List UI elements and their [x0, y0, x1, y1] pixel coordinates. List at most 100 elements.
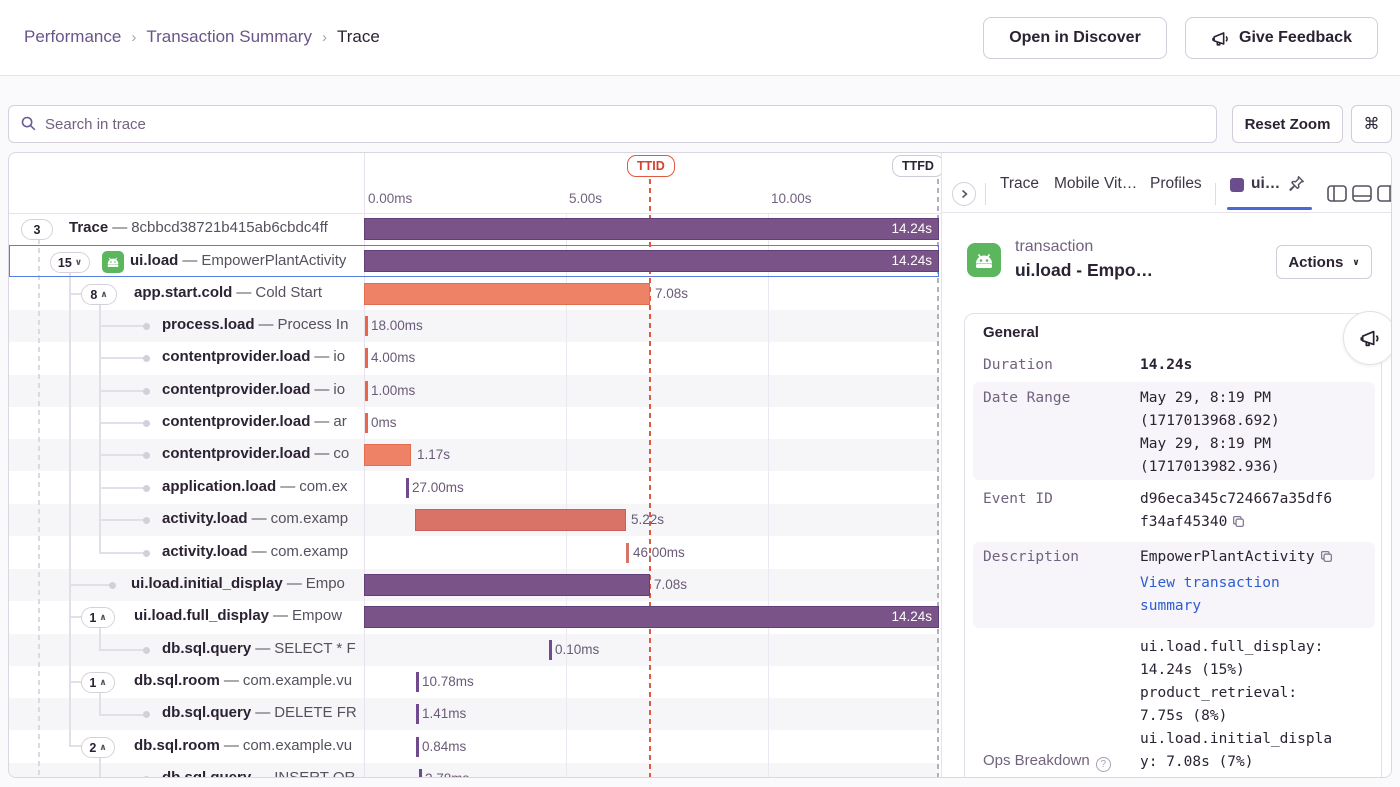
- trace-row[interactable]: contentprovider.load — ar 0ms: [9, 407, 939, 439]
- leaf-bullet: [143, 452, 150, 459]
- trace-row[interactable]: 3 Trace —8cbbcd38721b415ab6cbdc4ff 14.24s: [9, 213, 939, 245]
- trace-row[interactable]: 1 ∧ db.sql.room — com.example.vu 10.78ms: [9, 666, 939, 698]
- span-desc: ar: [333, 413, 347, 430]
- trace-row[interactable]: contentprovider.load — co 1.17s: [9, 439, 939, 471]
- actions-button[interactable]: Actions ∨: [1276, 245, 1372, 279]
- trace-row[interactable]: process.load — Process In 18.00ms: [9, 310, 939, 342]
- expand-pill[interactable]: 1 ∧: [81, 672, 115, 693]
- span-tick[interactable]: [549, 640, 552, 660]
- span-duration: 14.24s: [891, 221, 932, 236]
- search-icon: [20, 115, 37, 137]
- reset-zoom-button[interactable]: Reset Zoom: [1232, 105, 1343, 143]
- copy-icon[interactable]: [1232, 515, 1245, 532]
- trace-row[interactable]: db.sql.query—INSERT OR 2.78ms: [9, 763, 939, 778]
- chevron-up-icon: ∧: [100, 289, 108, 299]
- row-stripe: [9, 310, 939, 342]
- span-bar[interactable]: [364, 574, 650, 596]
- chevron-up-icon: ∧: [99, 612, 107, 622]
- layout-right-panel-icon[interactable]: [1377, 185, 1391, 207]
- expand-pill[interactable]: 8 ∧: [81, 284, 117, 305]
- tab-profiles[interactable]: Profiles: [1150, 175, 1202, 192]
- tab-active-span[interactable]: ui…: [1251, 175, 1281, 192]
- span-desc: Empow: [292, 607, 343, 624]
- span-tick[interactable]: [419, 769, 422, 777]
- row-stripe: [9, 375, 939, 407]
- trace-row[interactable]: 8 ∧ app.start.cold — Cold Start 7.08s: [9, 278, 939, 310]
- tree-elbow: [99, 357, 145, 359]
- breadcrumb-performance[interactable]: Performance: [24, 27, 122, 46]
- expand-pill[interactable]: 1 ∧: [81, 607, 115, 628]
- tab-mobile-vitals[interactable]: Mobile Vit…: [1054, 175, 1138, 192]
- pin-tab-icon[interactable]: [1287, 174, 1306, 198]
- trace-row-selected[interactable]: 15 ∨ ui.load — EmpowerPlantActivity 14.24s: [9, 245, 939, 277]
- span-bar[interactable]: 14.24s: [364, 218, 939, 240]
- span-tick[interactable]: [416, 704, 419, 724]
- breadcrumb-transaction-summary[interactable]: Transaction Summary: [146, 27, 312, 46]
- open-in-discover-button[interactable]: Open in Discover: [983, 17, 1167, 59]
- trace-row[interactable]: db.sql.query — SELECT * F 0.10ms: [9, 634, 939, 666]
- shortcuts-cmd-button[interactable]: ⌘: [1351, 105, 1392, 143]
- tab-trace[interactable]: Trace: [1000, 175, 1040, 192]
- trace-row[interactable]: activity.load — com.examp 5.22s: [9, 504, 939, 536]
- general-section-title: General: [983, 324, 1039, 341]
- leaf-bullet: [143, 711, 150, 718]
- span-op: contentprovider.load: [162, 445, 311, 462]
- view-transaction-summary-link[interactable]: View transaction: [1140, 575, 1280, 591]
- leaf-bullet: [143, 420, 150, 427]
- span-tick[interactable]: [416, 737, 419, 757]
- span-tick[interactable]: [416, 672, 419, 692]
- trace-row[interactable]: 1 ∧ ui.load.full_display — Empow 14.24s: [9, 601, 939, 633]
- trace-row[interactable]: activity.load — com.examp 46.00ms: [9, 537, 939, 569]
- tree-elbow: [99, 422, 145, 424]
- tree-elbow: [69, 681, 83, 683]
- trace-row[interactable]: db.sql.query — DELETE FR 1.41ms: [9, 698, 939, 730]
- leaf-bullet: [143, 517, 150, 524]
- span-bar[interactable]: 14.24s: [364, 606, 939, 628]
- expand-pill[interactable]: 2 ∧: [81, 737, 115, 758]
- copy-icon[interactable]: [1320, 550, 1333, 567]
- span-desc: Cold Start: [255, 284, 323, 301]
- span-op: db.sql.query: [162, 640, 252, 657]
- span-tick[interactable]: [626, 543, 629, 563]
- layout-left-panel-icon[interactable]: [1327, 185, 1347, 207]
- span-desc: INSERT OR: [274, 769, 356, 778]
- span-tick[interactable]: [406, 478, 409, 498]
- span-tick[interactable]: [365, 413, 368, 433]
- span-tick[interactable]: [365, 316, 368, 336]
- collapse-panel-chevron-icon[interactable]: [952, 182, 976, 206]
- trace-row[interactable]: contentprovider.load — io 4.00ms: [9, 342, 939, 374]
- span-bar[interactable]: [364, 283, 650, 305]
- span-desc: SELECT * F: [274, 640, 356, 657]
- expand-pill[interactable]: 15 ∨: [50, 252, 90, 273]
- layout-bottom-panel-icon[interactable]: [1352, 185, 1372, 207]
- give-feedback-button[interactable]: Give Feedback: [1185, 17, 1378, 59]
- search-input[interactable]: [8, 105, 1217, 143]
- tree-elbow: [99, 552, 145, 554]
- span-tick[interactable]: [365, 348, 368, 368]
- details-tab-bar: Trace Mobile Vit… Profiles ui…: [942, 153, 1391, 213]
- view-transaction-summary-link[interactable]: summary: [1140, 598, 1202, 614]
- tree-elbow: [99, 454, 145, 456]
- span-op: ui.load.initial_display: [131, 575, 283, 592]
- span-duration: 27.00ms: [412, 480, 464, 495]
- trace-row[interactable]: ui.load.initial_display — Empo 7.08s: [9, 569, 939, 601]
- row-stripe: [9, 763, 939, 777]
- breadcrumb-separator: ›: [321, 28, 327, 46]
- megaphone-icon: [1211, 29, 1230, 48]
- child-count-pill[interactable]: 3: [21, 219, 53, 240]
- ttfd-badge[interactable]: TTFD: [892, 155, 944, 177]
- trace-row[interactable]: contentprovider.load — io 1.00ms: [9, 375, 939, 407]
- help-icon[interactable]: ?: [1095, 757, 1111, 772]
- span-bar[interactable]: 14.24s: [364, 250, 939, 272]
- span-desc: 8cbbcd38721b415ab6cbdc4ff: [131, 219, 328, 236]
- ttid-badge[interactable]: TTID: [627, 155, 675, 177]
- trace-row[interactable]: application.load — com.ex 27.00ms: [9, 472, 939, 504]
- feedback-megaphone-button[interactable]: [1343, 311, 1391, 365]
- span-tick[interactable]: [365, 381, 368, 401]
- tab-separator: [1215, 183, 1216, 205]
- span-bar[interactable]: [415, 509, 626, 531]
- span-bar[interactable]: [364, 444, 411, 466]
- span-duration: 18.00ms: [371, 318, 423, 333]
- trace-row[interactable]: 2 ∧ db.sql.room — com.example.vu 0.84ms: [9, 731, 939, 763]
